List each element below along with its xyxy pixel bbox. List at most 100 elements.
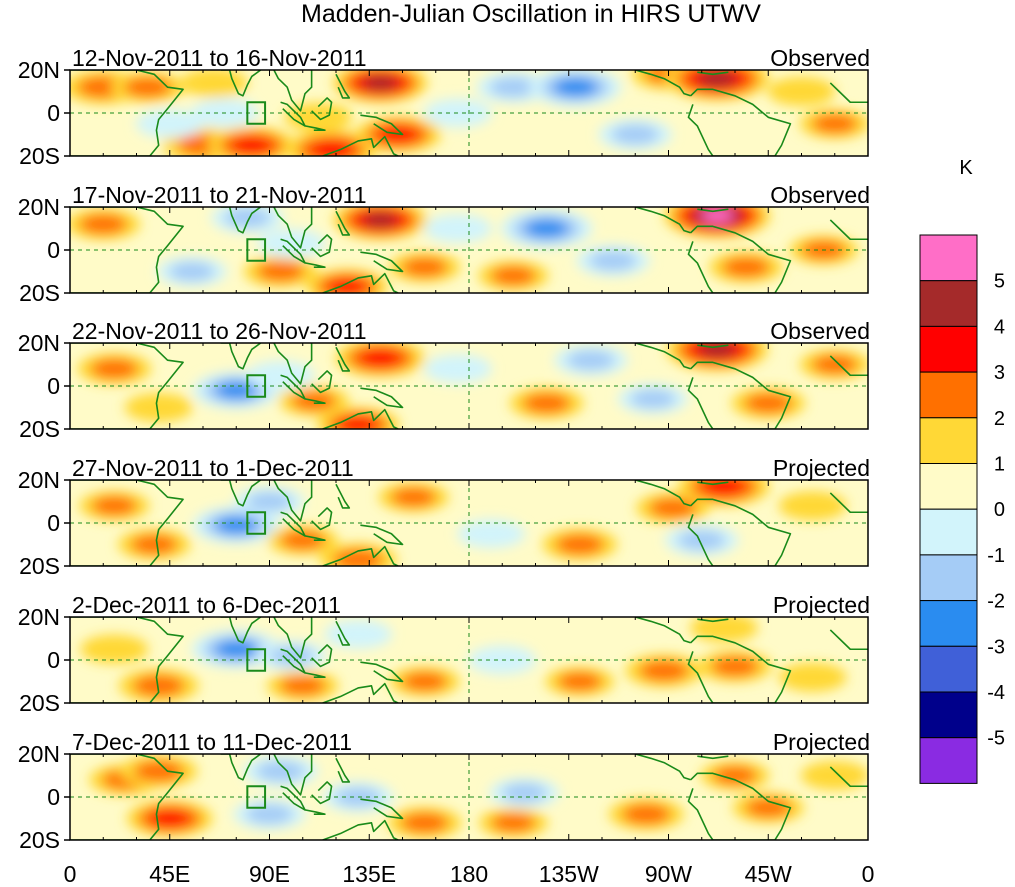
coastline (311, 370, 333, 394)
coastline (311, 97, 333, 121)
coastline (280, 648, 306, 674)
anomaly-contour (279, 675, 326, 696)
anomaly-contour (123, 77, 172, 98)
anomaly-contour (79, 214, 128, 235)
reference-box (246, 785, 267, 809)
coastline (70, 207, 184, 293)
coastlines (70, 617, 868, 703)
colorbar-swatch (919, 234, 978, 282)
coastline (687, 772, 792, 840)
anomaly-contour (133, 760, 184, 782)
coastline (829, 355, 868, 377)
lon-label: 45E (149, 861, 190, 887)
coastline (697, 481, 729, 486)
lat-label: 20S (19, 280, 60, 306)
reference-box (246, 101, 267, 125)
anomaly-contour (557, 672, 603, 691)
colorbar-label: 2 (994, 408, 1005, 430)
anomaly-contour (778, 491, 847, 521)
anomaly-contour (362, 75, 399, 91)
lat-label: 20N (18, 57, 60, 83)
coastline (70, 754, 184, 840)
anomaly-contour (401, 257, 448, 278)
anomaly-contour (501, 783, 548, 803)
panels: 20N 0 20S 12-Nov-2011 to 16-Nov-2011 Observe… (18, 45, 870, 853)
anomaly-contour (522, 393, 571, 414)
coastline (829, 629, 868, 651)
map-panel: 20N 0 20S 27-Nov-2011 to 1-Dec-2011 Projecte… (18, 455, 870, 579)
coastline (322, 682, 399, 703)
coastline (635, 480, 691, 507)
anomaly-contour (362, 212, 399, 228)
anomaly-contour (309, 140, 354, 156)
reference-box (246, 511, 267, 535)
map-panel: 20N 0 20S 2-Dec-2011 to 6-Dec-2011 Projected (18, 592, 870, 716)
anomaly-contour (135, 109, 204, 139)
anomaly-contour (423, 214, 492, 243)
coastline (687, 225, 792, 293)
coastline (335, 346, 351, 372)
coastline (697, 344, 729, 349)
anomaly-contour (280, 530, 326, 550)
anomaly-contour (711, 656, 759, 677)
coastline (829, 492, 868, 514)
coastline (687, 635, 792, 703)
colorbar-label: -5 (987, 728, 1005, 750)
coastline (635, 343, 691, 370)
coastline (304, 535, 326, 542)
anomaly-contour (256, 261, 305, 282)
coastline (687, 498, 792, 566)
coastline (304, 809, 326, 816)
panel-date-range: 22-Nov-2011 to 26-Nov-2011 (72, 318, 367, 344)
anomaly-contour (812, 114, 858, 134)
coastline (311, 644, 333, 668)
coastline (304, 672, 326, 679)
anomaly-contour (91, 496, 137, 516)
coastline (220, 617, 262, 644)
colorbar-label: 3 (994, 362, 1005, 384)
colorbar-swatch (919, 691, 978, 739)
colorbar: 5 4 3 2 1 0 -1 -2 -3 -4 -5 K (919, 157, 1005, 784)
coastline (829, 82, 868, 104)
anomaly-contour (359, 349, 402, 368)
coastline (280, 238, 306, 264)
anomaly-contour (215, 516, 257, 534)
reference-box (246, 238, 267, 262)
colorbar-swatch (919, 600, 978, 647)
coastline (322, 272, 399, 293)
lon-label: 135W (539, 861, 599, 887)
lat-label: 0 (47, 510, 60, 536)
coastline (360, 387, 404, 409)
lon-label: 90W (645, 861, 693, 887)
anomaly-contour (778, 662, 847, 692)
lat-label: 20N (18, 741, 60, 767)
panel-status: Projected (773, 455, 870, 481)
coastline (360, 661, 404, 683)
colorbar-unit: K (959, 157, 973, 179)
coastline (829, 219, 868, 241)
coastline (322, 135, 399, 156)
coastline (335, 757, 351, 783)
coastline (697, 208, 729, 213)
anomaly-contour (490, 266, 536, 286)
anomaly-contour (722, 257, 770, 278)
anomaly-contour (402, 671, 448, 692)
panel-status: Projected (773, 592, 870, 618)
coastlines (70, 70, 868, 156)
coastline (280, 374, 306, 400)
coastline (273, 617, 313, 659)
coastline (635, 207, 691, 234)
anomaly-contour (491, 813, 536, 833)
lat-label: 20N (18, 330, 60, 356)
anomaly-contour (246, 804, 293, 825)
coastline (70, 70, 184, 156)
lon-label: 45W (745, 861, 793, 887)
anomaly-contour (338, 416, 378, 429)
colorbar-label: 5 (994, 271, 1005, 293)
lat-label: 20N (18, 604, 60, 630)
coastline (335, 620, 351, 646)
panel-date-range: 2-Dec-2011 to 6-Dec-2011 (72, 592, 341, 618)
coastline (311, 781, 333, 805)
coastline (635, 617, 691, 644)
anomaly-contour (132, 674, 185, 697)
